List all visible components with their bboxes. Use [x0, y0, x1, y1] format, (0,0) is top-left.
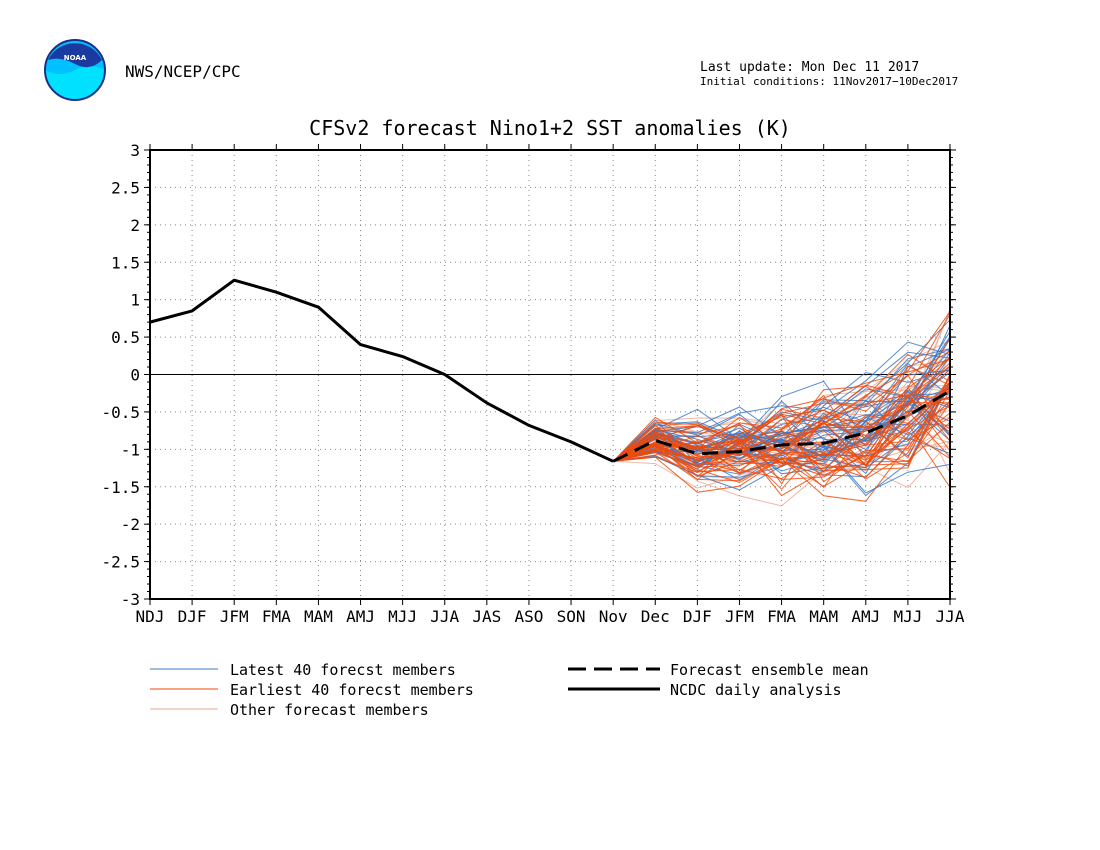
- legend: Latest 40 forecst members Earliest 40 fo…: [150, 661, 869, 719]
- y-tick-label: -3: [121, 590, 140, 609]
- legend-label-other: Other forecast members: [230, 701, 429, 719]
- x-tick-label: JFM: [725, 607, 754, 626]
- ensemble-mean-line: [612, 389, 951, 463]
- y-tick-label: 2.5: [111, 178, 140, 197]
- x-tick-label: SON: [557, 607, 586, 626]
- x-tick-label: FMA: [262, 607, 291, 626]
- forecast-member-line: [612, 352, 951, 475]
- x-tick-label: MAM: [304, 607, 333, 626]
- forecast-member-line: [613, 412, 951, 502]
- main-lines: [149, 278, 951, 463]
- x-tick-label: AMJ: [346, 607, 375, 626]
- y-tick-label: 0.5: [111, 328, 140, 347]
- x-tick-label: AMJ: [851, 607, 880, 626]
- forecast-members: [612, 308, 951, 507]
- forecast-member-line: [612, 365, 951, 462]
- x-tick-label: ASO: [514, 607, 543, 626]
- x-axis-labels: NDJ DJF JFM FMA MAM AMJ MJJ JJA JAS ASO SON Nov Dec D…: [136, 607, 965, 626]
- forecast-member-line: [612, 374, 951, 462]
- agency-label: NWS/NCEP/CPC: [125, 62, 241, 81]
- x-tick-label: NDJ: [136, 607, 165, 626]
- y-tick-label: 3: [130, 141, 140, 160]
- noaa-logo-text: NOAA: [64, 54, 87, 62]
- forecast-member-line: [612, 386, 951, 467]
- x-tick-label: JJA: [936, 607, 965, 626]
- y-tick-label: -2.5: [101, 553, 140, 572]
- y-tick-label: -1.5: [101, 478, 140, 497]
- grid-lines: [150, 150, 950, 599]
- x-tick-label: JJA: [430, 607, 459, 626]
- y-tick-label: 0: [130, 366, 140, 385]
- forecast-member-line: [612, 351, 951, 462]
- forecast-member-line: [612, 358, 951, 462]
- y-tick-label: 1: [130, 291, 140, 310]
- legend-label-earliest: Earliest 40 forecst members: [230, 681, 474, 699]
- initial-conditions-text: Initial conditions: 11Nov2017−10Dec2017: [700, 75, 958, 88]
- x-tick-label: DJF: [683, 607, 712, 626]
- legend-label-latest: Latest 40 forecst members: [230, 661, 456, 679]
- y-tick-label: 1.5: [111, 253, 140, 272]
- forecast-member-line: [613, 441, 951, 507]
- x-tick-label: Nov: [599, 607, 628, 626]
- x-tick-label: MJJ: [893, 607, 922, 626]
- y-axis-labels: 3 2.5 2 1.5 1 0.5 0 -0.5 -1 -1.5 -2 -2.5 -3: [101, 141, 140, 609]
- forecast-member-line: [613, 356, 951, 462]
- forecast-member-line: [612, 400, 951, 485]
- last-update-text: Last update: Mon Dec 11 2017: [700, 60, 919, 75]
- forecast-member-line: [613, 375, 951, 497]
- legend-label-analysis: NCDC daily analysis: [670, 681, 842, 699]
- x-tick-label: JAS: [472, 607, 501, 626]
- y-tick-label: -0.5: [101, 403, 140, 422]
- y-tick-label: -2: [121, 515, 140, 534]
- forecast-member-line: [612, 389, 951, 481]
- axis-ticks: [144, 144, 956, 605]
- forecast-member-line: [613, 422, 951, 490]
- y-tick-label: 2: [130, 216, 140, 235]
- y-tick-label: -1: [121, 440, 140, 459]
- forecast-member-line: [613, 402, 950, 468]
- x-tick-label: MJJ: [388, 607, 417, 626]
- chart-title: CFSv2 forecast Nino1+2 SST anomalies (K): [309, 116, 791, 140]
- noaa-logo: NOAA: [44, 39, 106, 101]
- x-tick-label: Dec: [641, 607, 670, 626]
- x-tick-label: DJF: [178, 607, 207, 626]
- x-tick-label: FMA: [767, 607, 796, 626]
- legend-label-mean: Forecast ensemble mean: [670, 661, 869, 679]
- x-tick-label: MAM: [809, 607, 838, 626]
- analysis-line: [149, 278, 614, 463]
- x-tick-label: JFM: [220, 607, 249, 626]
